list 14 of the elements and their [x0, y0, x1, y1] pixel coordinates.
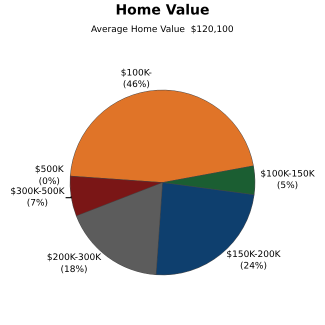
data-label: (7%): [26, 198, 48, 209]
chart-title: Home Value: [115, 2, 210, 19]
slice-label: $300K-500K: [10, 186, 66, 197]
slice-label: $100K-: [120, 68, 152, 78]
data-label: (46%): [122, 80, 150, 90]
slice-label: $200K-300K: [46, 253, 102, 264]
text: (0%): [38, 176, 60, 187]
data-label: (24%): [240, 262, 268, 272]
chart-subtitle: Average Home Value $120,100: [91, 25, 234, 35]
data-label: (5%): [276, 181, 298, 192]
data-label: (18%): [60, 264, 88, 275]
category-label: $500K: [34, 165, 64, 176]
slice-label: $150K-200K: [226, 250, 282, 260]
slice-label: $100K-150K: [260, 169, 316, 180]
